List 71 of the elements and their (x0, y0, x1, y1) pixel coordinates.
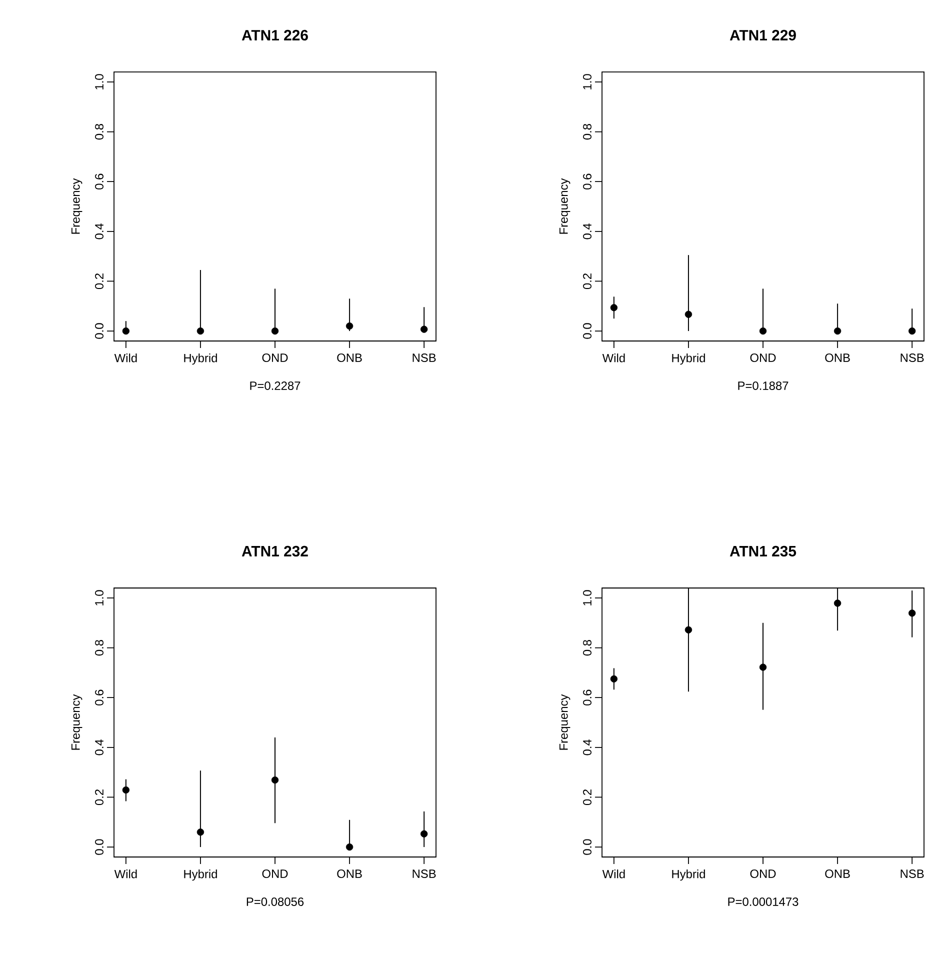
point (346, 843, 354, 851)
x-axis-title: P=0.08056 (246, 898, 304, 906)
point (610, 675, 618, 682)
y-axis-title: Frequency (559, 178, 570, 234)
point (834, 327, 842, 335)
x-tick-label: OND (262, 870, 288, 878)
x-tick-label: Wild (114, 354, 137, 362)
x-tick-label: NSB (412, 354, 436, 362)
point (908, 327, 916, 335)
x-axis-title: P=0.1887 (738, 382, 788, 390)
point (834, 600, 842, 607)
chart-title: ATN1 235 (730, 546, 796, 557)
y-axis-title: Frequency (71, 694, 82, 750)
x-tick-label: Hybrid (672, 870, 705, 881)
x-axis-title: P=0.0001473 (728, 898, 798, 906)
x-tick-label: NSB (412, 870, 436, 878)
y-tick-label: 0.8 (95, 124, 104, 140)
point (759, 327, 767, 335)
y-axis-title: Frequency (559, 694, 570, 750)
y-tick-label: 0.4 (583, 739, 592, 756)
y-axis-title: Frequency (71, 178, 82, 234)
y-tick-label: 0.6 (583, 174, 592, 190)
x-tick-label: ONB (337, 354, 362, 362)
y-tick-label: 0.0 (583, 839, 592, 855)
point (271, 776, 279, 784)
y-tick-label: 1.0 (583, 590, 592, 606)
point (610, 304, 618, 312)
y-tick-label: 0.4 (95, 739, 104, 756)
y-tick-label: 1.0 (95, 590, 104, 606)
x-tick-label: Hybrid (672, 354, 705, 365)
x-tick-label: NSB (900, 354, 924, 362)
x-tick-label: Hybrid (184, 354, 217, 365)
y-tick-label: 0.0 (583, 323, 592, 339)
x-tick-label: NSB (900, 870, 924, 878)
y-tick-label: 0.0 (95, 839, 104, 855)
chart-title: ATN1 226 (242, 30, 308, 40)
y-tick-label: 0.4 (95, 223, 104, 240)
point (759, 664, 767, 671)
y-tick-label: 0.8 (583, 124, 592, 140)
x-tick-label: Wild (602, 870, 625, 878)
point (122, 786, 130, 794)
x-axis-title: P=0.2287 (250, 382, 300, 390)
y-tick-label: 0.6 (95, 174, 104, 190)
y-tick-label: 0.6 (95, 690, 104, 706)
point (420, 830, 428, 838)
point (908, 610, 916, 617)
y-tick-label: 0.2 (583, 274, 592, 290)
x-tick-label: ONB (337, 870, 362, 878)
x-tick-label: OND (262, 354, 288, 362)
y-tick-label: 0.4 (583, 223, 592, 240)
y-tick-label: 1.0 (583, 74, 592, 90)
y-tick-label: 0.8 (583, 640, 592, 656)
y-tick-label: 1.0 (95, 74, 104, 90)
y-tick-label: 0.2 (95, 790, 104, 806)
x-tick-label: OND (750, 354, 776, 362)
y-tick-label: 0.8 (95, 640, 104, 656)
point (684, 310, 692, 318)
y-tick-label: 0.6 (583, 690, 592, 706)
chart-title: ATN1 232 (242, 546, 308, 557)
y-tick-label: 0.2 (583, 790, 592, 806)
x-tick-label: OND (750, 870, 776, 878)
x-tick-label: Wild (114, 870, 137, 878)
x-tick-label: Hybrid (184, 870, 217, 881)
x-tick-label: ONB (825, 354, 850, 362)
x-tick-label: ONB (825, 870, 850, 878)
x-tick-label: Wild (602, 354, 625, 362)
y-tick-label: 0.2 (95, 274, 104, 290)
y-tick-label: 0.0 (95, 323, 104, 339)
point (684, 626, 692, 634)
chart-title: ATN1 229 (730, 30, 796, 40)
point (196, 828, 204, 836)
